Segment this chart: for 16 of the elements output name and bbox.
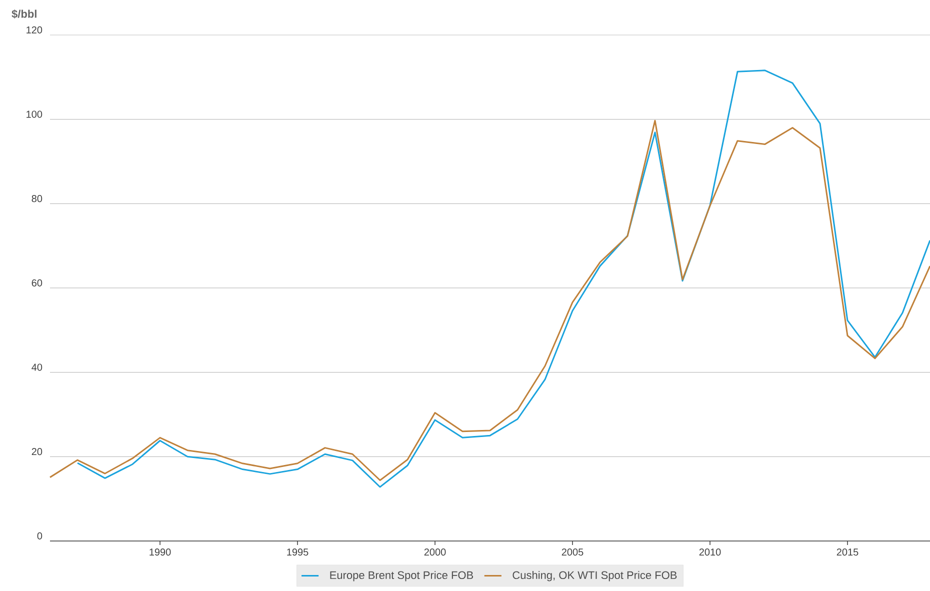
y-tick-label: 80: [32, 195, 42, 202]
legend-label: Cushing, OK WTI Spot Price FOB: [512, 570, 677, 582]
x-tick-label: 2010: [699, 548, 721, 556]
y-tick-label: 20: [32, 448, 42, 456]
x-tick-label: 1995: [287, 548, 308, 556]
legend-label: Europe Brent Spot Price FOB: [330, 570, 474, 582]
y-tick-label: 40: [32, 364, 42, 371]
x-tick-label: 2015: [836, 548, 858, 556]
y-tick-label: 120: [26, 26, 42, 34]
x-tick-label: 1990: [150, 548, 171, 556]
y-tick-label: 60: [32, 279, 42, 286]
y-tick-label: 0: [37, 532, 42, 540]
y-axis-title: $/bbl: [12, 10, 36, 19]
x-tick-label: 2000: [424, 548, 446, 556]
y-tick-label: 100: [26, 110, 42, 118]
x-tick-label: 2005: [562, 548, 584, 556]
